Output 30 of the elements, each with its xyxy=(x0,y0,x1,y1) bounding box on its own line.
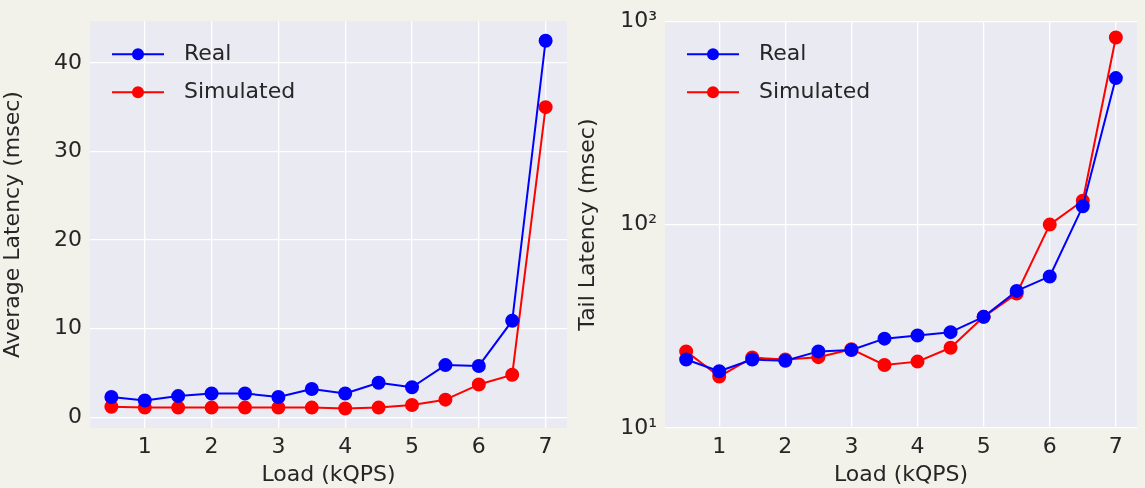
x-tick-label: 3 xyxy=(271,432,286,458)
x-tick-label: 5 xyxy=(405,432,420,458)
x-tick-label: 4 xyxy=(910,432,925,458)
legend-label: Simulated xyxy=(759,77,871,103)
x-tick-label: 5 xyxy=(976,432,991,458)
x-axis-title: Load (kQPS) xyxy=(261,460,396,486)
x-tick-label: 1 xyxy=(712,432,727,458)
x-tick-label: 4 xyxy=(338,432,353,458)
x-tick-label: 7 xyxy=(1108,432,1123,458)
x-tick-label: 2 xyxy=(204,432,219,458)
x-tick-label: 6 xyxy=(1042,432,1057,458)
y-tick-label: 40 xyxy=(54,48,82,74)
x-tick-label: 1 xyxy=(137,432,152,458)
y-axis-title: Average Latency (msec) xyxy=(0,91,24,359)
y-tick-label: 30 xyxy=(54,137,82,163)
y-tick-label: 10³ xyxy=(620,6,657,32)
x-axis-title: Load (kQPS) xyxy=(833,460,969,486)
x-tick-label: 3 xyxy=(844,432,859,458)
legend-label: Real xyxy=(184,39,232,65)
x-tick-label: 6 xyxy=(471,432,486,458)
y-tick-label: 10¹ xyxy=(620,413,657,439)
y-axis-title: Tail Latency (msec) xyxy=(573,118,599,332)
y-tick-label: 10² xyxy=(620,210,657,236)
legend-label: Simulated xyxy=(184,77,296,103)
y-tick-label: 20 xyxy=(54,225,82,251)
legend-label: Real xyxy=(759,39,807,65)
y-tick-label: 10 xyxy=(54,314,82,340)
x-tick-label: 7 xyxy=(538,432,553,458)
x-tick-label: 2 xyxy=(778,432,793,458)
y-tick-label: 0 xyxy=(68,403,82,429)
